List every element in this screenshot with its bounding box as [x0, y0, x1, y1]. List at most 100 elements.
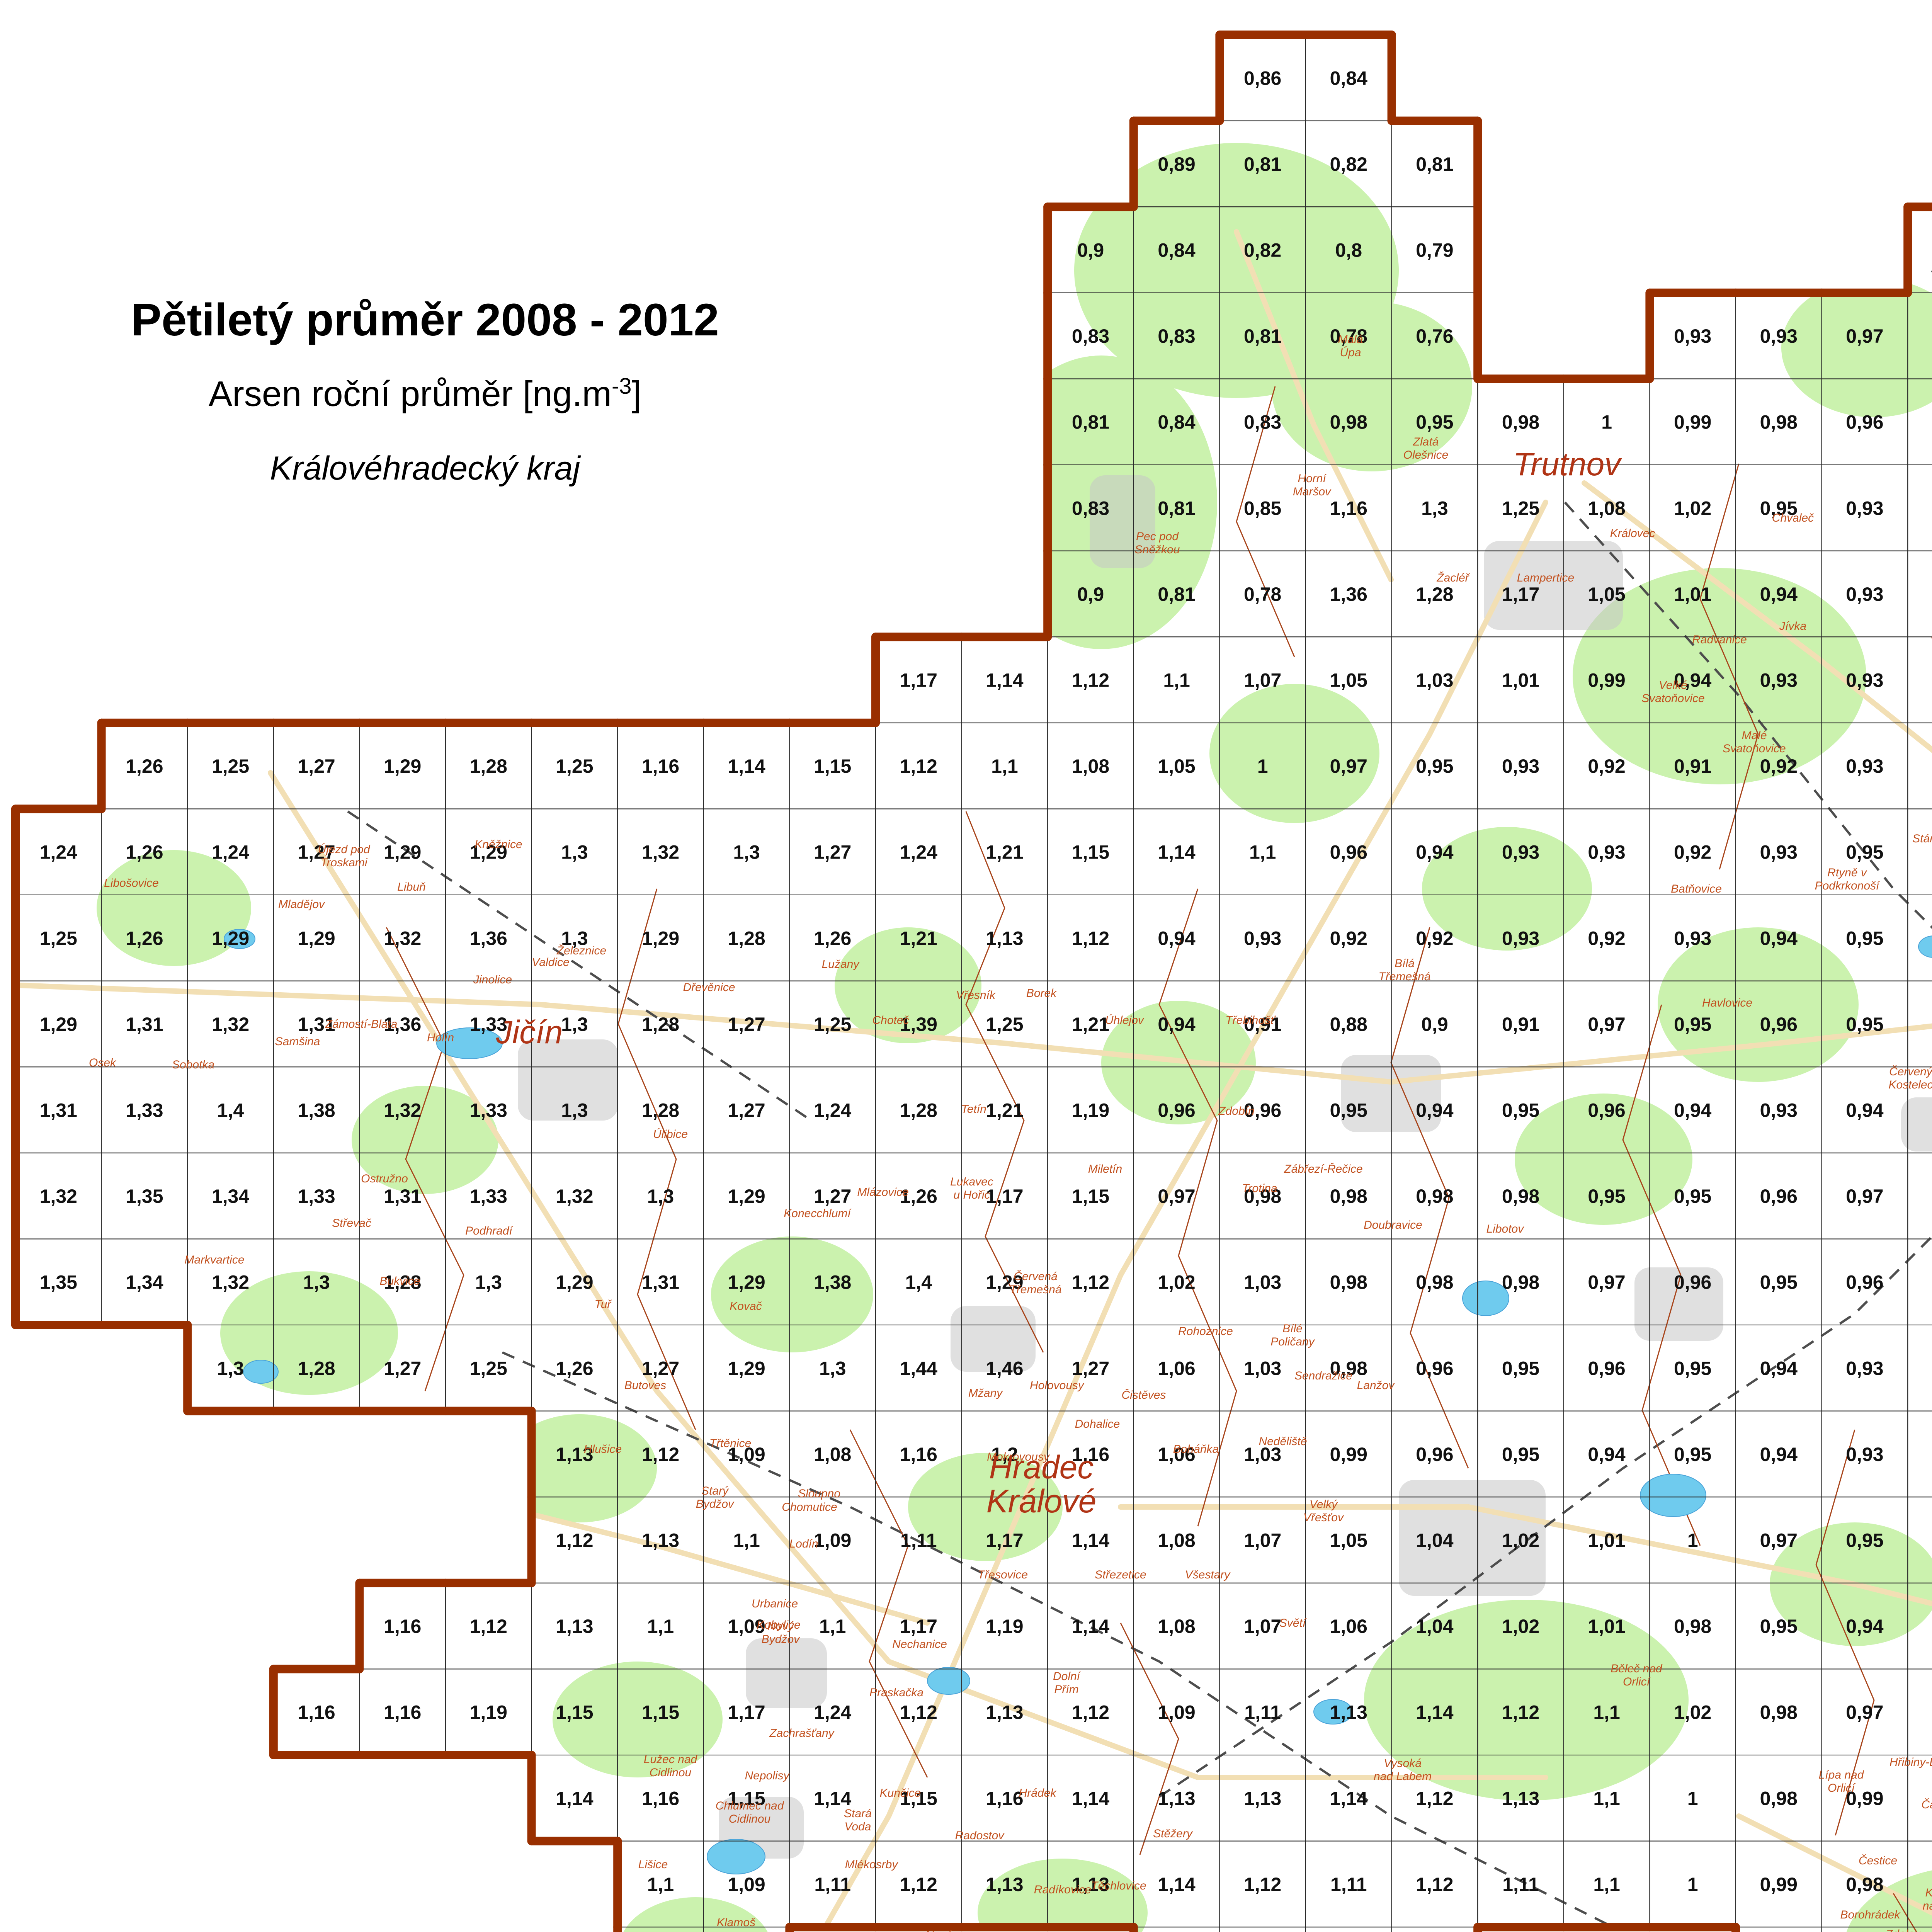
road-line: [1736, 1813, 1932, 1932]
cell-value: 1,33: [126, 1100, 163, 1121]
road-line: [1582, 480, 1932, 1394]
cell-value: 1,31: [642, 1272, 679, 1293]
cell-value: 1,39: [900, 1014, 937, 1035]
water-body: [707, 1839, 765, 1874]
grid-cell: [1907, 636, 1932, 723]
forest-area: [97, 850, 251, 966]
cell-value: 0,97: [1330, 755, 1367, 777]
town-label: Nový Bydžov: [762, 1620, 800, 1646]
cell-value: 1,1: [1163, 670, 1190, 691]
cell-value: 1,15: [1072, 842, 1109, 863]
cell-value: 0,84: [1158, 240, 1196, 261]
town-label: Radostov: [955, 1829, 1005, 1842]
town-label: Zdobín: [1218, 1105, 1254, 1117]
cell-value: 0,98: [1416, 1272, 1453, 1293]
cell-value: 1,3: [561, 927, 588, 949]
town-label: Batňovice: [1671, 883, 1722, 895]
cell-value: 0,95: [1416, 755, 1453, 777]
cell-value: 1,4: [905, 1272, 932, 1293]
cell-value: 1,16: [384, 1702, 421, 1723]
cell-value: 1,11: [1502, 1874, 1539, 1895]
cell-value: 0,98: [1760, 1702, 1798, 1723]
cell-value: 1,27: [814, 842, 851, 863]
cell-value: 0,81: [1158, 583, 1195, 605]
cell-value: 1,31: [40, 1100, 77, 1121]
grid-cell: [1907, 1497, 1932, 1583]
cell-value: 1,25: [1502, 497, 1539, 519]
cell-value: 0,94: [1760, 583, 1798, 605]
municipal-boundary-line: [1120, 1622, 1179, 1855]
town-label: Neděliště: [1259, 1435, 1307, 1448]
town-label: Stěžery: [1153, 1827, 1193, 1840]
cell-value: 1,13: [986, 1702, 1023, 1723]
cell-value: 0,76: [1416, 325, 1453, 347]
region-name: Královéhradecký kraj: [270, 449, 580, 487]
municipal-boundary-line: [1699, 463, 1759, 870]
town-label: Vřesník: [956, 989, 996, 1002]
cell-value: 0,78: [1244, 583, 1281, 605]
town-label: Sendražice: [1294, 1369, 1352, 1382]
cell-value: 1,27: [728, 1100, 765, 1121]
town-label: Královec: [1610, 527, 1655, 540]
cell-value: 1,17: [986, 1530, 1023, 1551]
cell-value: 1,32: [642, 842, 679, 863]
town-label: Dřevěnice: [683, 981, 735, 994]
cell-value: 1,1: [733, 1530, 760, 1551]
cell-value: 1,08: [1072, 755, 1109, 777]
cell-value: 1,1: [1593, 1874, 1620, 1895]
cell-value: 1,06: [1158, 1444, 1195, 1465]
cell-value: 1,02: [1502, 1616, 1539, 1637]
cell-value: 0,96: [1588, 1357, 1625, 1379]
cell-value: 1,33: [298, 1185, 335, 1207]
town-label: Radvanice: [1692, 633, 1747, 646]
town-label: Čistěves: [1121, 1388, 1166, 1401]
forest-area: [1573, 568, 1866, 784]
grid-cell: [1907, 1066, 1932, 1153]
cell-value: 1,3: [475, 1272, 502, 1293]
municipal-boundary-line: [849, 1429, 928, 1778]
cell-value: 1,32: [556, 1185, 593, 1207]
town-label: Všestary: [1185, 1568, 1231, 1581]
forest-area: [1209, 684, 1379, 823]
cell-value: 1,29: [728, 1357, 765, 1379]
grid-cell: [703, 1927, 790, 1932]
municipal-boundary-line: [1390, 927, 1469, 1469]
grid-cell: [1907, 464, 1932, 551]
town-label: Hrádek: [1019, 1787, 1057, 1799]
municipal-boundary-line: [1236, 386, 1295, 657]
cell-value: 1,25: [212, 755, 249, 777]
cell-value: 1,26: [900, 1185, 937, 1207]
cell-value: 0,98: [1330, 1272, 1367, 1293]
cell-value: 0,95: [1502, 1357, 1539, 1379]
forest-area: [978, 1859, 1148, 1932]
town-label: Velký Vřešťov: [1303, 1498, 1344, 1524]
cell-value: 1,3: [561, 842, 588, 863]
cell-value: 1,14: [986, 670, 1024, 691]
town-label: Horní Maršov: [1293, 472, 1332, 498]
cell-value: 1,33: [470, 1100, 507, 1121]
cell-value: 0,91: [1674, 755, 1711, 777]
municipal-boundary-line: [965, 811, 1044, 1353]
cell-value: 1,14: [1416, 1702, 1454, 1723]
cell-value: 0,93: [1502, 755, 1539, 777]
cell-value: 1,12: [900, 755, 937, 777]
cell-value: 1,29: [986, 1272, 1023, 1293]
cell-value: 0,94: [1674, 1100, 1712, 1121]
cell-value: 1,24: [900, 842, 938, 863]
town-label: Bílá Třemešná: [1378, 957, 1430, 983]
town-label: Bílé Poličany: [1270, 1322, 1315, 1348]
cell-value: 0,94: [1158, 1014, 1196, 1035]
town-label: Velké Svatoňovice: [1641, 679, 1704, 705]
cell-value: 0,83: [1158, 325, 1195, 347]
grid-cell: [1907, 1238, 1932, 1325]
town-label: Mlékosrby: [845, 1858, 899, 1871]
cell-value: 1,09: [1158, 1702, 1195, 1723]
cell-value: 1,3: [561, 1014, 588, 1035]
cell-value: 1,32: [384, 1100, 421, 1121]
grid-cell: [1907, 980, 1932, 1068]
town-label: Holovousy: [1030, 1379, 1085, 1392]
cell-value: 1,1: [819, 1616, 846, 1637]
forest-area: [1364, 1600, 1689, 1801]
cell-value: 1,12: [470, 1616, 507, 1637]
cell-value: 1,17: [986, 1185, 1023, 1207]
